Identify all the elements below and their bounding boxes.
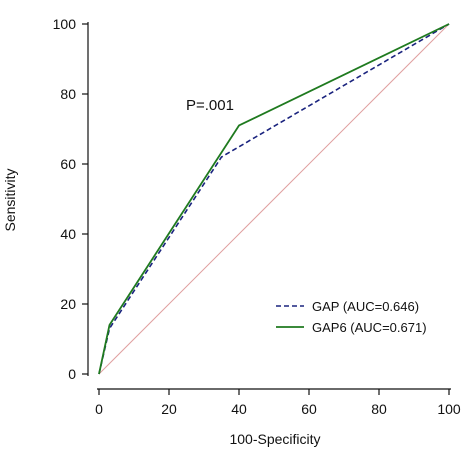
y-tick-label: 20 [60, 296, 76, 312]
reference-line-group [98, 23, 450, 375]
y-tick-label: 0 [68, 366, 76, 382]
y-axis-title: Sensitivity [2, 168, 18, 231]
roc-line-series-1 [98, 23, 450, 375]
legend-label-gap: GAP (AUC=0.646) [312, 299, 419, 314]
x-tick-label: 100 [437, 401, 461, 417]
legend-label-gap6: GAP6 (AUC=0.671) [312, 320, 427, 335]
p-value-annotation: P=.001 [186, 97, 234, 114]
y-tick-label: 100 [53, 16, 77, 32]
legend: GAP (AUC=0.646) GAP6 (AUC=0.671) [276, 299, 427, 335]
x-tick-label: 60 [301, 401, 317, 417]
x-tick-label: 80 [371, 401, 387, 417]
x-tick-label: 0 [95, 401, 103, 417]
y-tick-label: 40 [60, 226, 76, 242]
y-tick-label: 80 [60, 86, 76, 102]
x-tick-label: 40 [231, 401, 247, 417]
y-tick-label: 60 [60, 156, 76, 172]
axes: 0 20 40 60 80 100 0 20 40 60 80 100 [53, 16, 461, 417]
series-group [98, 23, 450, 375]
reference-diagonal-line [98, 23, 450, 375]
x-tick-label: 20 [161, 401, 177, 417]
x-axis-title: 100-Specificity [229, 431, 320, 447]
